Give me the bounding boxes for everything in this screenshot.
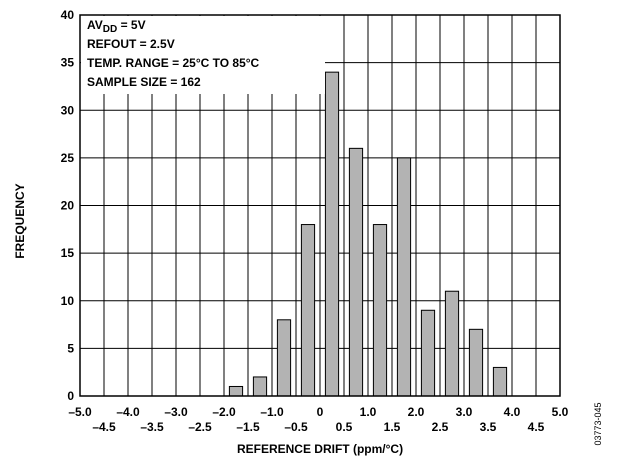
y-tick-label: 20 xyxy=(61,199,75,213)
annotation-refout: REFOUT = 2.5V xyxy=(87,37,175,51)
figure-id: 03773-045 xyxy=(593,402,603,445)
x-tick-label: –4.0 xyxy=(116,405,140,419)
x-tick-label: 1.0 xyxy=(360,405,377,419)
x-tick-label: –3.0 xyxy=(164,405,188,419)
x-tick-label: 2.0 xyxy=(408,405,425,419)
bar xyxy=(276,319,292,397)
y-tick-label: 10 xyxy=(61,294,75,308)
bar xyxy=(324,71,340,397)
bar xyxy=(420,309,436,397)
bar xyxy=(228,385,244,397)
x-tick-label: 3.5 xyxy=(480,420,497,434)
x-tick-label: –0.5 xyxy=(284,420,308,434)
bar xyxy=(396,157,412,397)
x-tick-label: 0 xyxy=(317,405,324,419)
x-tick-label: –1.0 xyxy=(260,405,284,419)
x-tick-label: 3.0 xyxy=(456,405,473,419)
bar xyxy=(252,376,268,397)
y-tick-label: 5 xyxy=(67,341,74,355)
y-tick-label: 0 xyxy=(67,389,74,403)
plot-area-frame xyxy=(79,14,561,397)
y-tick-label: 35 xyxy=(61,56,75,70)
bar-group xyxy=(228,71,508,397)
x-tick-label: 5.0 xyxy=(552,405,569,419)
annotation-background xyxy=(81,16,325,94)
annotation-sample-size: SAMPLE SIZE = 162 xyxy=(87,75,201,89)
x-tick-label: –4.5 xyxy=(92,420,116,434)
x-tick-label: 1.5 xyxy=(384,420,401,434)
y-tick-label: 40 xyxy=(61,8,75,22)
bar xyxy=(372,224,388,397)
x-tick-label: 2.5 xyxy=(432,420,449,434)
annotation-avdd: AVDD = 5V xyxy=(87,18,146,35)
x-tick-label: 4.0 xyxy=(504,405,521,419)
annotation-box: AVDD = 5V REFOUT = 2.5V TEMP. RANGE = 25… xyxy=(81,16,325,94)
bar xyxy=(348,147,364,397)
x-axis-title: REFERENCE DRIFT (ppm/°C) xyxy=(237,442,403,456)
x-tick-label: –3.5 xyxy=(140,420,164,434)
bar xyxy=(492,366,508,397)
bar xyxy=(300,224,316,397)
annotation-temp-range: TEMP. RANGE = 25°C TO 85°C xyxy=(87,56,260,70)
x-tick-label: –1.5 xyxy=(236,420,260,434)
y-tick-label: 30 xyxy=(61,103,75,117)
x-tick-labels: –5.0 –4.0 –3.0 –2.0 –1.0 0 1.0 2.0 3.0 4.0 5.0 –4.5… xyxy=(68,405,568,434)
x-tick-label: –5.0 xyxy=(68,405,92,419)
y-axis-title: FREQUENCY xyxy=(13,183,27,258)
x-tick-label: –2.0 xyxy=(212,405,236,419)
x-tick-label: 4.5 xyxy=(528,420,545,434)
bar xyxy=(444,290,460,397)
x-tick-label: –2.5 xyxy=(188,420,212,434)
y-tick-labels: 0 5 10 15 20 25 30 35 40 xyxy=(61,8,75,403)
y-tick-label: 25 xyxy=(61,151,75,165)
x-tick-label: 0.5 xyxy=(336,420,353,434)
y-tick-label: 15 xyxy=(61,246,75,260)
bar xyxy=(468,328,484,397)
